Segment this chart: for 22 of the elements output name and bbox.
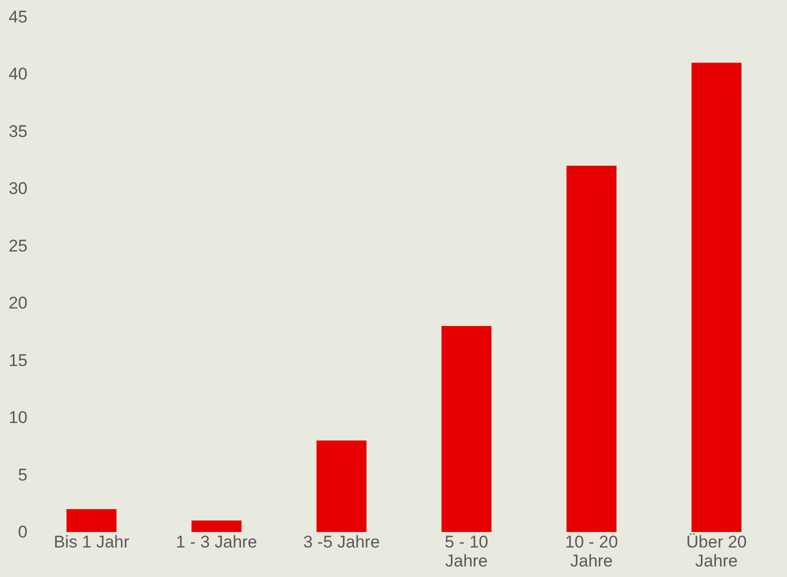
- y-tick-label: 25: [8, 236, 28, 256]
- bar: [316, 440, 366, 532]
- x-tick-label: 10 - 20 Jahre: [565, 532, 618, 570]
- x-tick-label: Über 20 Jahre: [686, 532, 747, 570]
- bar: [442, 326, 492, 532]
- x-tick-label: Bis 1 Jahr: [54, 532, 130, 552]
- y-tick-label: 20: [8, 294, 28, 313]
- bar: [566, 166, 616, 532]
- x-tick-label: 5 - 10 Jahre: [444, 532, 488, 570]
- bar: [66, 509, 116, 532]
- x-tick-label: 3 -5 Jahre: [303, 532, 380, 552]
- y-tick-label: 35: [8, 122, 28, 141]
- y-tick-label: 0: [18, 522, 28, 542]
- y-tick-label: 45: [8, 8, 28, 26]
- y-tick-label: 10: [8, 408, 28, 428]
- x-tick-label: 1 - 3 Jahre: [176, 532, 258, 552]
- y-tick-label: 40: [8, 64, 28, 84]
- y-tick-label: 30: [8, 179, 28, 198]
- bar: [192, 520, 242, 532]
- y-tick-label: 15: [8, 350, 28, 370]
- y-tick-label: 5: [18, 465, 28, 484]
- bar: [692, 62, 742, 532]
